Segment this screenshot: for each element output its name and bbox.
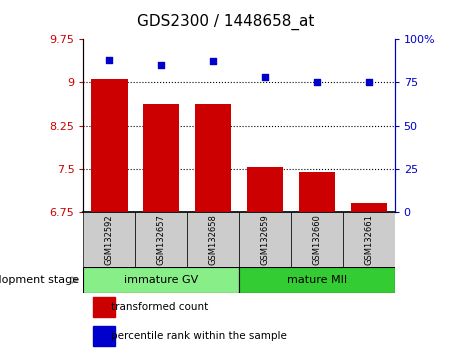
Point xyxy=(209,59,216,64)
Bar xyxy=(91,79,128,212)
Bar xyxy=(93,326,115,346)
Bar xyxy=(143,104,179,212)
Bar xyxy=(83,212,135,267)
Text: immature GV: immature GV xyxy=(124,275,198,285)
Bar xyxy=(83,267,239,293)
Point xyxy=(106,57,113,63)
Text: GSM132592: GSM132592 xyxy=(105,215,114,265)
Text: development stage: development stage xyxy=(0,275,79,285)
Text: mature MII: mature MII xyxy=(287,275,347,285)
Text: percentile rank within the sample: percentile rank within the sample xyxy=(111,331,287,341)
Bar xyxy=(343,212,395,267)
Bar xyxy=(247,167,283,212)
Text: GSM132658: GSM132658 xyxy=(209,215,217,265)
Text: GSM132660: GSM132660 xyxy=(313,215,321,265)
Point xyxy=(261,74,268,80)
Bar xyxy=(239,212,291,267)
Bar xyxy=(187,212,239,267)
Text: GSM132659: GSM132659 xyxy=(261,215,269,265)
Bar xyxy=(350,202,387,212)
Bar xyxy=(93,297,115,317)
Text: transformed count: transformed count xyxy=(111,302,209,312)
Bar xyxy=(299,172,335,212)
Bar xyxy=(239,267,395,293)
Point xyxy=(158,62,165,68)
Text: GDS2300 / 1448658_at: GDS2300 / 1448658_at xyxy=(137,14,314,30)
Point xyxy=(313,80,320,85)
Point xyxy=(365,80,373,85)
Text: GSM132657: GSM132657 xyxy=(157,215,166,265)
Bar xyxy=(195,104,231,212)
Bar xyxy=(135,212,187,267)
Bar xyxy=(291,212,343,267)
Text: GSM132661: GSM132661 xyxy=(364,215,373,265)
